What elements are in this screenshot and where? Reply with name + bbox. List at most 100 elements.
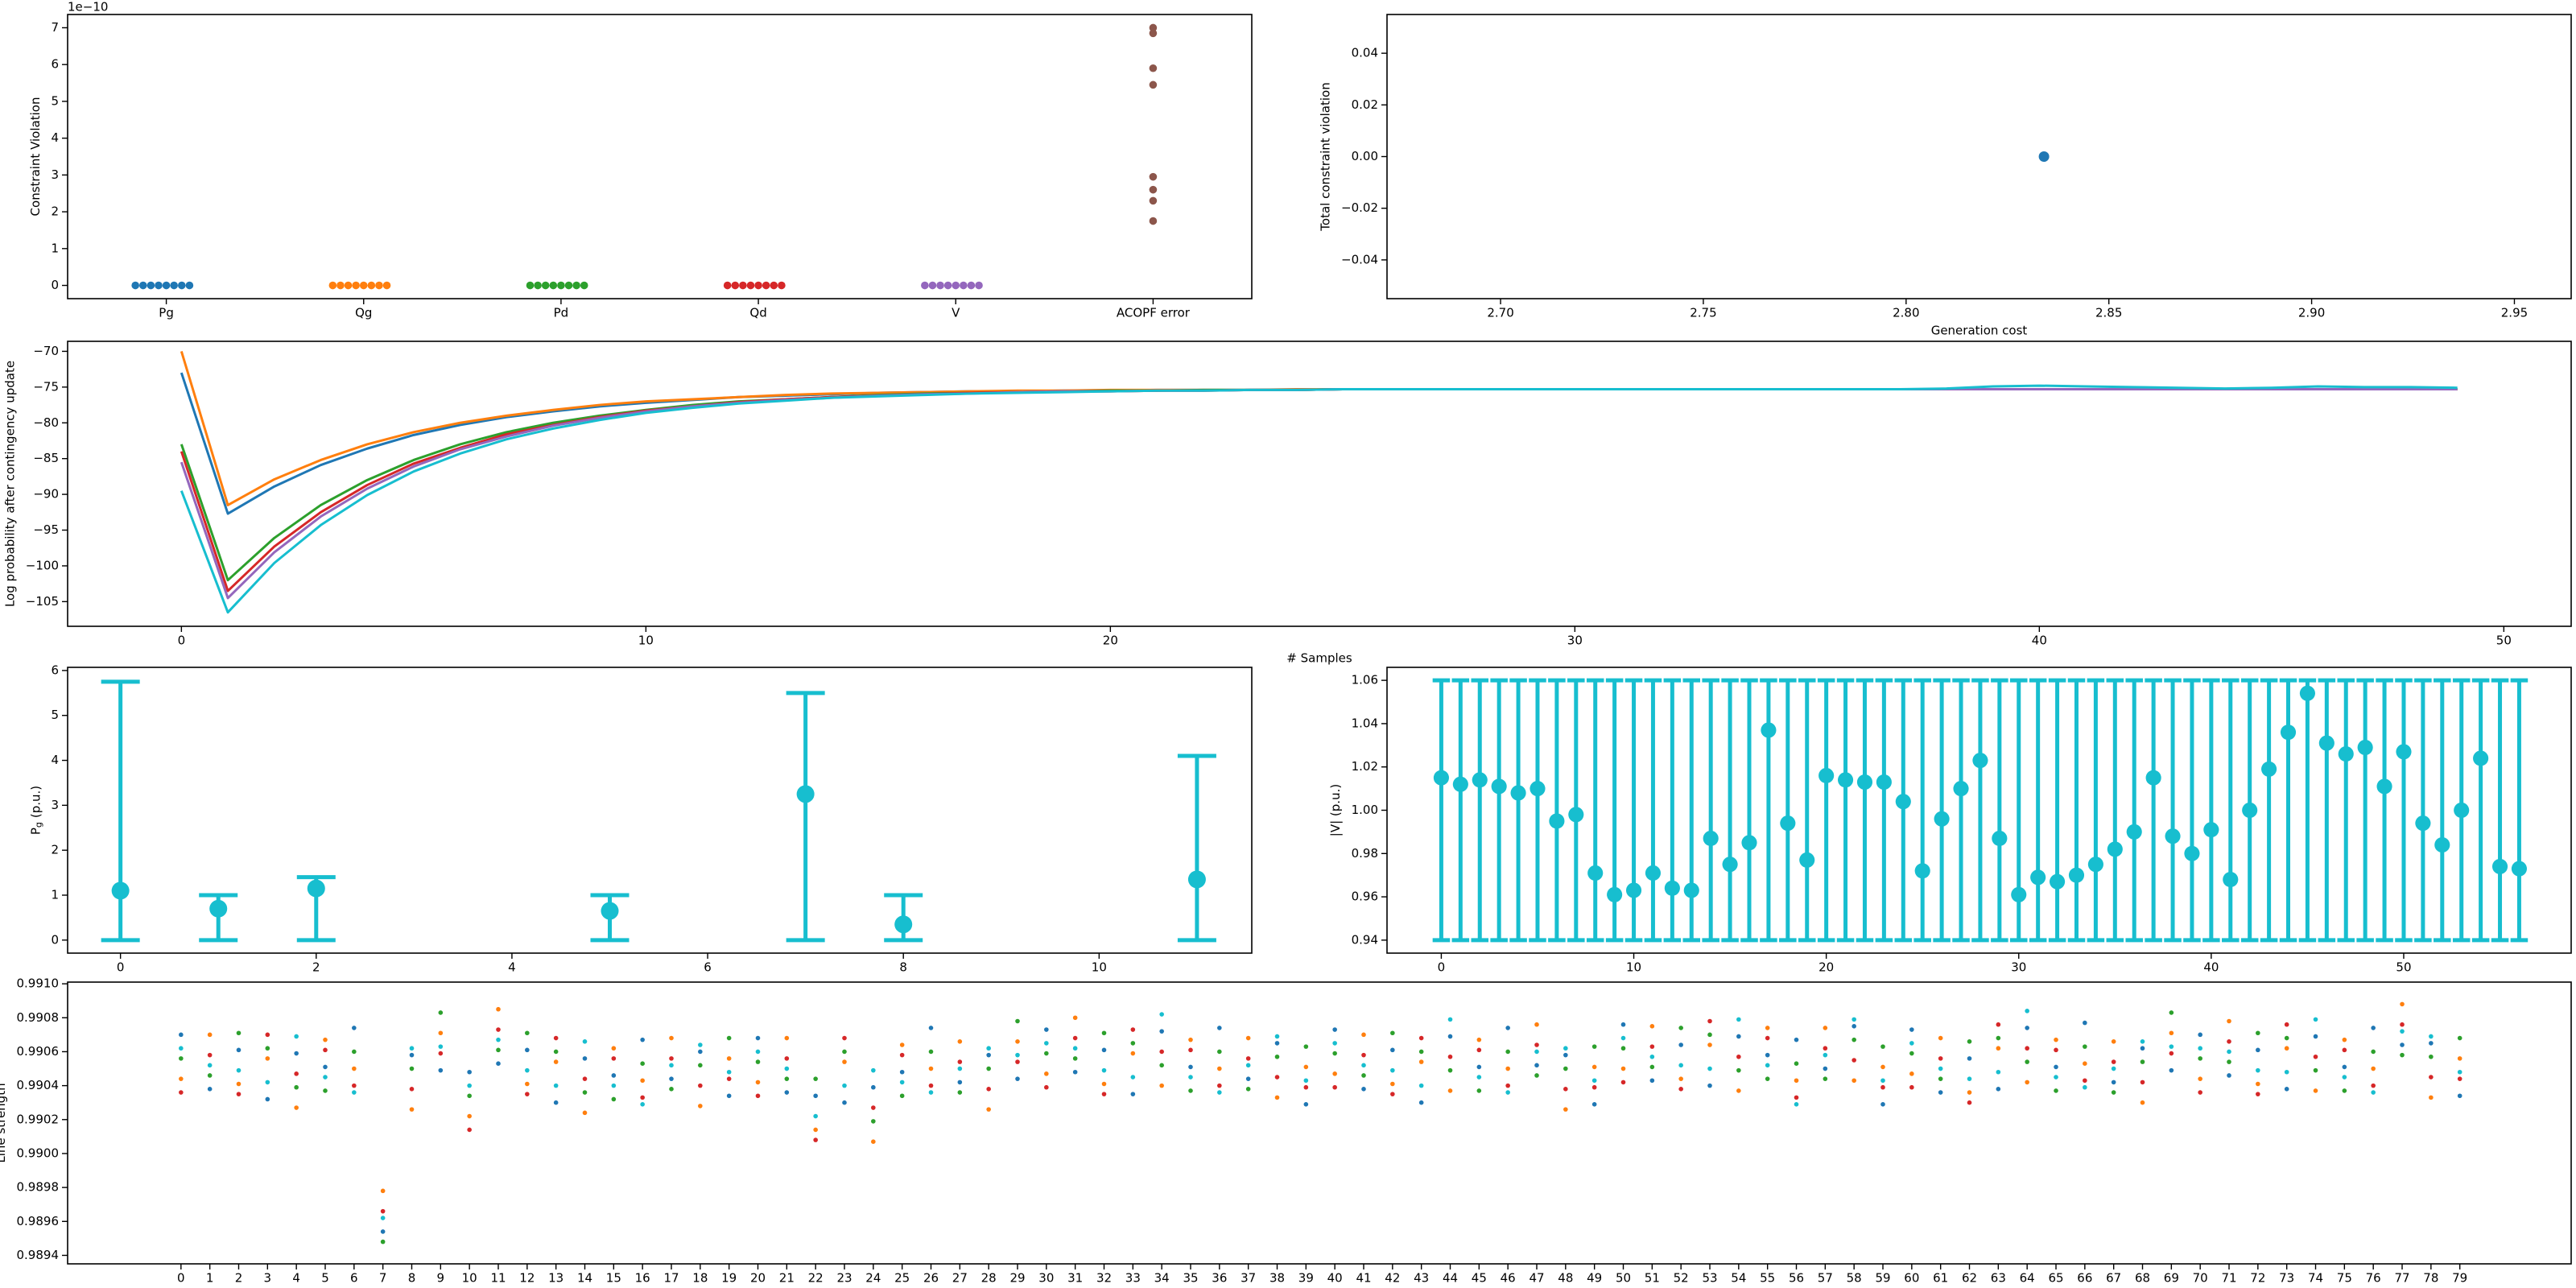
point — [1447, 1067, 1453, 1073]
point — [2184, 845, 2200, 861]
point — [1505, 1049, 1510, 1055]
point — [784, 1076, 790, 1081]
x-tick-label: 62 — [1962, 1271, 1977, 1286]
y-tick-label: 0.9894 — [17, 1248, 60, 1262]
point — [1159, 1083, 1164, 1088]
point — [1447, 1054, 1453, 1059]
point — [2342, 1075, 2347, 1080]
x-tick-label: 76 — [2366, 1271, 2381, 1286]
point — [669, 1076, 674, 1081]
point — [323, 1088, 328, 1093]
point — [669, 1035, 674, 1041]
point — [496, 1037, 501, 1042]
point — [541, 281, 550, 290]
point — [2111, 1080, 2116, 1085]
x-tick-label: 18 — [692, 1271, 708, 1286]
point — [957, 1080, 963, 1085]
point — [1303, 1102, 1309, 1107]
x-tick-label: 5 — [321, 1271, 329, 1286]
point — [1187, 870, 1206, 889]
point — [1505, 1083, 1510, 1088]
point — [1856, 774, 1873, 791]
y-tick-label: 1 — [51, 887, 59, 902]
point — [2025, 1046, 2029, 1051]
point — [842, 1049, 847, 1055]
x-tick-label: 38 — [1269, 1271, 1285, 1286]
x-tick-label: 0 — [1438, 960, 1446, 975]
point — [1188, 1064, 1193, 1070]
point — [294, 1051, 299, 1056]
x-tick-label: 45 — [1472, 1271, 1487, 1286]
y-axis-label: Pg (p.u.) — [28, 786, 44, 835]
point — [2313, 1034, 2318, 1039]
point — [179, 1090, 184, 1095]
y-tick-label: 0.9898 — [17, 1180, 60, 1195]
x-tick-label: 36 — [1212, 1271, 1227, 1286]
point — [1996, 1069, 2001, 1075]
point — [131, 281, 139, 290]
point — [1996, 1046, 2001, 1051]
point — [1794, 1095, 1799, 1100]
point — [1765, 1026, 1770, 1030]
point — [352, 281, 360, 290]
point — [1736, 1067, 1741, 1073]
point — [2400, 1022, 2405, 1027]
y-axis-label: Constraint Violation — [28, 97, 43, 217]
point — [265, 1032, 270, 1038]
y-tick-label: −70 — [33, 344, 59, 358]
y-tick-label: −100 — [26, 558, 59, 572]
plot-frame — [1386, 14, 2572, 299]
x-tick-label: 30 — [1567, 634, 1583, 648]
y-tick-label: 1.04 — [1352, 716, 1378, 730]
point — [359, 281, 368, 290]
point — [2198, 1090, 2202, 1095]
x-tick-label: 50 — [2496, 634, 2512, 648]
point — [1149, 80, 1158, 89]
point — [1418, 1083, 1424, 1088]
x-tick-label: 74 — [2308, 1271, 2323, 1286]
point — [1967, 1038, 1972, 1044]
point — [1649, 1064, 1655, 1070]
point — [746, 281, 755, 290]
point — [572, 281, 580, 290]
point — [986, 1087, 991, 1092]
point — [2371, 1083, 2376, 1088]
point — [1880, 1084, 1885, 1090]
point — [1418, 1049, 1424, 1055]
point — [294, 1084, 299, 1090]
point — [1967, 1100, 1972, 1105]
point — [1245, 1035, 1251, 1041]
point — [1649, 1024, 1655, 1029]
point — [2227, 1059, 2231, 1064]
point — [294, 1105, 299, 1110]
point — [438, 1044, 444, 1049]
point — [2227, 1073, 2231, 1078]
point — [1736, 1034, 1741, 1039]
point — [1591, 1044, 1597, 1049]
point — [1992, 830, 2008, 847]
x-tick-label: 8 — [408, 1271, 416, 1286]
point — [1876, 774, 1892, 791]
point — [2083, 1044, 2087, 1049]
point — [352, 1066, 357, 1071]
point — [438, 1051, 444, 1056]
y-tick-label: −90 — [33, 487, 59, 502]
point — [1620, 1066, 1626, 1071]
point — [2371, 1066, 2376, 1071]
point — [813, 1093, 818, 1099]
point — [207, 1073, 213, 1078]
point — [1563, 1046, 1568, 1051]
x-tick-label: 20 — [1818, 960, 1834, 975]
point — [1765, 1076, 1770, 1081]
x-tick-label: 72 — [2250, 1271, 2265, 1286]
point — [957, 1090, 963, 1095]
point — [1149, 23, 1158, 32]
point — [2457, 1056, 2462, 1061]
point — [842, 1059, 847, 1064]
point — [936, 281, 944, 290]
point — [328, 281, 337, 290]
x-tick-label: 10 — [462, 1271, 477, 1286]
point — [1823, 1026, 1828, 1030]
point — [2371, 1049, 2376, 1055]
point — [580, 281, 588, 290]
